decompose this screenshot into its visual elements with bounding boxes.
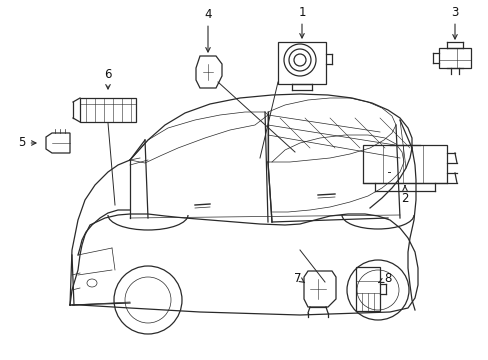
Text: 5: 5 bbox=[18, 136, 36, 149]
Text: 1: 1 bbox=[298, 5, 305, 38]
Text: 8: 8 bbox=[378, 271, 391, 284]
Text: 7: 7 bbox=[294, 271, 304, 284]
Text: 2: 2 bbox=[401, 186, 408, 204]
Text: 6: 6 bbox=[104, 68, 112, 89]
Text: 4: 4 bbox=[204, 8, 211, 52]
Text: 3: 3 bbox=[450, 5, 458, 39]
